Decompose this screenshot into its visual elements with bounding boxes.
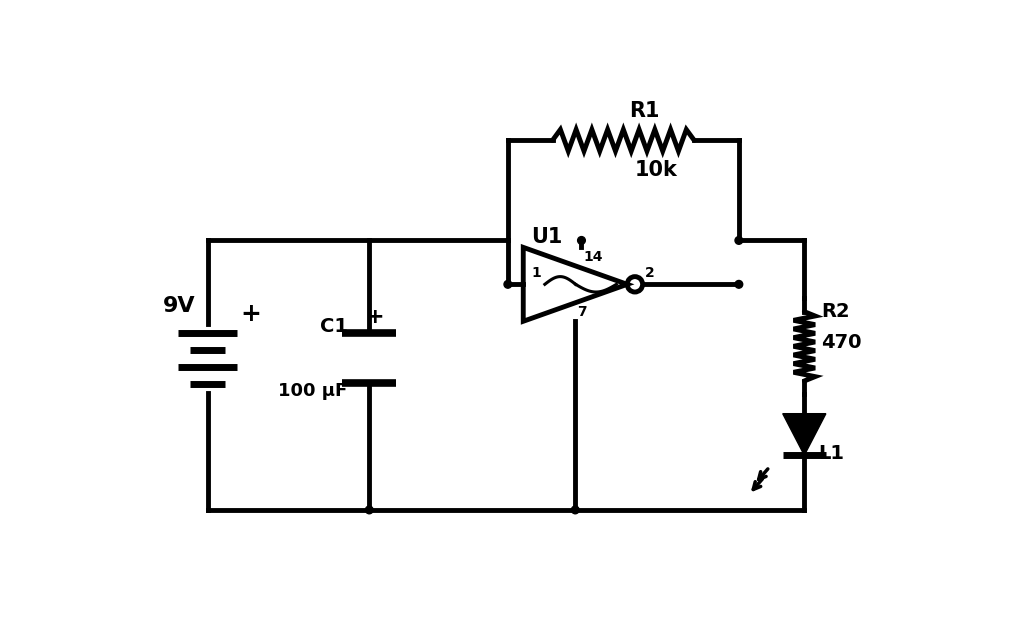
Text: 100 μF: 100 μF bbox=[279, 382, 348, 399]
Text: +: + bbox=[367, 308, 385, 328]
Text: L1: L1 bbox=[818, 444, 844, 463]
Text: U1: U1 bbox=[531, 227, 562, 246]
Text: 10k: 10k bbox=[635, 160, 678, 180]
Circle shape bbox=[735, 280, 742, 288]
Circle shape bbox=[735, 236, 742, 244]
Text: 14: 14 bbox=[584, 250, 603, 264]
Text: 1: 1 bbox=[531, 266, 541, 280]
Circle shape bbox=[366, 506, 373, 514]
Text: 470: 470 bbox=[821, 333, 862, 352]
Text: 9V: 9V bbox=[163, 296, 196, 316]
Text: R1: R1 bbox=[630, 101, 660, 121]
Text: 7: 7 bbox=[578, 305, 587, 319]
Polygon shape bbox=[782, 414, 826, 456]
Circle shape bbox=[578, 236, 586, 244]
Circle shape bbox=[571, 506, 580, 514]
Text: +: + bbox=[240, 303, 261, 326]
Circle shape bbox=[504, 280, 512, 288]
Text: R2: R2 bbox=[821, 302, 850, 321]
Text: 2: 2 bbox=[645, 266, 654, 280]
Text: C1: C1 bbox=[319, 317, 348, 336]
